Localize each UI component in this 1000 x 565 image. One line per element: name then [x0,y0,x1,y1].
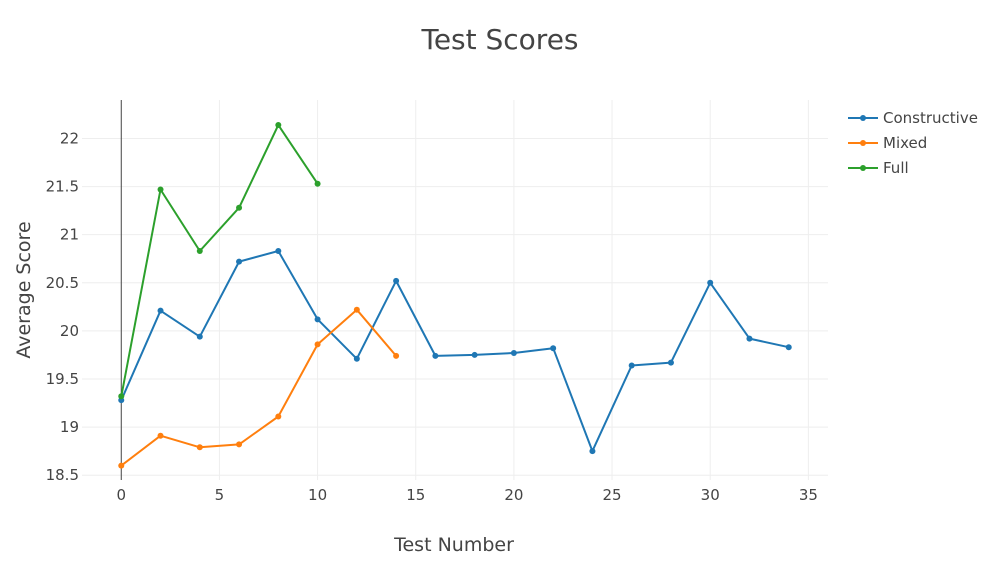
legend: Constructive Mixed Full [848,109,978,177]
data-point[interactable] [471,351,478,358]
data-point[interactable] [589,448,596,455]
y-tick-label: 18.5 [46,466,79,484]
series-layer [118,122,792,469]
data-point[interactable] [236,258,243,265]
data-point[interactable] [196,248,203,255]
data-point[interactable] [393,352,400,359]
data-point[interactable] [275,413,282,420]
data-point[interactable] [196,333,203,340]
legend-swatch-marker [860,115,866,121]
y-tick-label: 21.5 [46,178,79,196]
legend-swatch-marker [860,140,866,146]
data-point[interactable] [628,362,635,369]
grid-lines [82,100,828,480]
data-point[interactable] [667,359,674,366]
x-tick-label: 20 [504,486,523,504]
data-point[interactable] [275,248,282,255]
series-line [120,250,789,453]
data-point[interactable] [157,307,164,314]
data-point[interactable] [314,341,321,348]
series-full [118,122,321,400]
data-point[interactable] [118,393,125,400]
data-point[interactable] [157,186,164,193]
series-mixed [118,306,400,469]
data-point[interactable] [785,344,792,351]
x-tick-label: 10 [308,486,327,504]
x-tick-label: 15 [406,486,425,504]
series-constructive [118,248,792,455]
x-tick-label: 0 [116,486,126,504]
x-tick-label: 25 [603,486,622,504]
legend-item[interactable]: Full [848,159,909,177]
y-tick-label: 19 [60,418,79,436]
series-line [120,308,397,467]
series-line [120,124,319,397]
x-axis-title: Test Number [393,534,514,556]
data-point[interactable] [550,345,557,352]
y-tick-label: 22 [60,129,79,147]
data-point[interactable] [314,180,321,187]
data-point[interactable] [196,444,203,451]
data-point[interactable] [118,462,125,469]
x-tick-label: 35 [799,486,818,504]
x-tick-label: 30 [701,486,720,504]
legend-swatch-marker [860,165,866,171]
y-axis-title: Average Score [13,221,35,358]
legend-label: Full [883,159,909,177]
axes: 18.5 19 19.5 20 20.5 21 21.5 22 0 5 10 15 20 25 30 35 [46,100,818,504]
legend-label: Constructive [883,109,978,127]
data-point[interactable] [393,277,400,284]
chart-title: Test Scores [420,23,578,56]
data-point[interactable] [157,432,164,439]
data-point[interactable] [432,352,439,359]
data-point[interactable] [236,441,243,448]
data-point[interactable] [353,355,360,362]
data-point[interactable] [314,316,321,323]
legend-item[interactable]: Constructive [848,109,978,127]
data-point[interactable] [353,306,360,313]
y-tick-label: 19.5 [46,370,79,388]
legend-item[interactable]: Mixed [848,134,927,152]
data-point[interactable] [510,350,517,357]
y-tick-label: 21 [60,226,79,244]
y-tick-label: 20.5 [46,274,79,292]
data-point[interactable] [746,335,753,342]
data-point[interactable] [707,279,714,286]
data-point[interactable] [275,122,282,129]
data-point[interactable] [236,204,243,211]
x-tick-label: 5 [215,486,225,504]
legend-label: Mixed [883,134,927,152]
y-tick-label: 20 [60,322,79,340]
